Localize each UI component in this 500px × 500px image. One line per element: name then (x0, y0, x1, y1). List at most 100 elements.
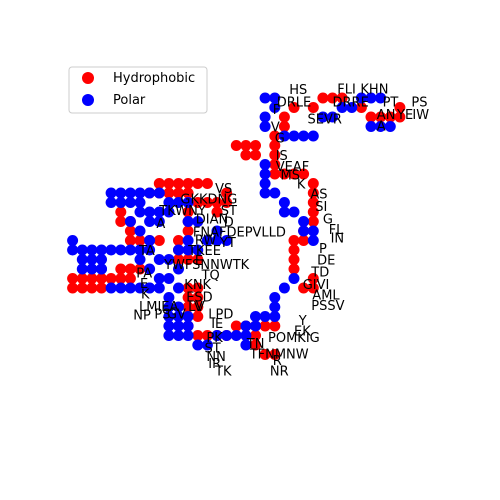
polar-point (86, 263, 98, 275)
hydrophobic-point (288, 254, 300, 265)
residue-label: DRLE (277, 96, 312, 111)
polar-point (298, 130, 310, 142)
polar-point (269, 292, 281, 303)
hydrophobic-point (288, 168, 300, 180)
hydrophobic-point (115, 216, 127, 227)
residue-label: Y (298, 314, 307, 329)
hydrophobic-point (307, 216, 319, 227)
polar-point (163, 301, 175, 313)
hydrophobic-point (134, 235, 146, 246)
hydrophobic-point (67, 282, 79, 294)
polar-point (240, 330, 252, 341)
polar-point (86, 254, 98, 265)
hydrophobic-point (173, 178, 184, 189)
polar-point (269, 102, 281, 113)
polar-point (269, 301, 281, 313)
hydrophobic-point (211, 197, 223, 208)
residue-label: VS (215, 182, 232, 197)
polar-point (288, 206, 300, 218)
polar-point (163, 311, 175, 322)
polar-point (163, 320, 175, 332)
hydrophobic-point (298, 235, 310, 246)
polar-point (134, 225, 146, 237)
polar-point (163, 273, 175, 284)
polar-point (96, 263, 107, 275)
polar-point (115, 282, 127, 294)
hydrophobic-point (230, 140, 242, 151)
polar-point (153, 254, 165, 265)
hydrophobic-point (182, 301, 194, 313)
residue-label: K (297, 177, 306, 192)
hydrophobic-point (96, 282, 107, 294)
polar-point (250, 320, 261, 332)
polar-point (211, 225, 223, 237)
hydrophobic-point (192, 254, 204, 265)
polar-point (124, 244, 136, 256)
residue-label: ESD (186, 290, 212, 305)
polar-point (307, 225, 319, 237)
polar-point (115, 187, 127, 199)
residue-label: GIVI (303, 278, 330, 293)
hydrophobic-point (182, 292, 194, 303)
polar-point (134, 187, 146, 199)
polar-point (105, 187, 117, 199)
residue-label: VEAF (276, 160, 309, 175)
polar-point (105, 244, 117, 256)
polar-point (173, 320, 184, 332)
residue-label: EK (294, 325, 311, 340)
residue-label: PT (383, 96, 399, 111)
hydrophobic-point (269, 168, 281, 180)
residue-label: R (273, 354, 282, 369)
hydrophobic-point (173, 187, 184, 199)
polar-point (134, 282, 146, 294)
hydrophobic-point (259, 320, 271, 332)
polar-point (163, 254, 175, 265)
hydrophobic-point (192, 292, 204, 303)
hydrophobic-point (269, 159, 281, 170)
polar-point (192, 216, 204, 227)
hydrophobic-point (86, 273, 98, 284)
polar-point (288, 273, 300, 284)
hydrophobic-point (192, 330, 204, 341)
hydrophobic-point (67, 273, 79, 284)
polar-point (105, 197, 117, 208)
polar-point (336, 102, 348, 113)
residue-label: TKWNY (158, 204, 206, 219)
polar-point (153, 206, 165, 218)
polar-point (163, 292, 175, 303)
residue-label: E (140, 277, 148, 292)
hydrophobic-point (307, 187, 319, 199)
hydrophobic-point (250, 330, 261, 341)
residue-label: YE (396, 108, 413, 123)
polar-point (269, 187, 281, 199)
hydrophobic-point (269, 130, 281, 142)
polar-point (355, 92, 367, 104)
hydrophobic-point (278, 111, 290, 123)
hydrophobic-point (182, 206, 194, 218)
polar-point (96, 244, 107, 256)
residue-label: SI (315, 200, 327, 215)
residue-label: RW (195, 233, 217, 248)
polar-point (86, 244, 98, 256)
residue-label: IN (331, 231, 345, 246)
hydrophobic-point (298, 168, 310, 180)
polar-point (173, 263, 184, 275)
polar-point (163, 206, 175, 218)
residue-label: NN (206, 350, 225, 365)
hydrophobic-point (307, 197, 319, 208)
polar-point (182, 216, 194, 227)
residue-label: GV (167, 307, 186, 322)
polar-point (144, 282, 156, 294)
polar-point (269, 92, 281, 104)
polar-point (144, 244, 156, 256)
polar-point (173, 197, 184, 208)
hydrophobic-point (173, 235, 184, 246)
residue-label: MS (281, 169, 300, 184)
hydrophobic-point (153, 178, 165, 189)
polar-point (182, 320, 194, 332)
hydrophobic-point (124, 263, 136, 275)
polar-point (278, 130, 290, 142)
residue-label: DIAN (196, 212, 228, 227)
